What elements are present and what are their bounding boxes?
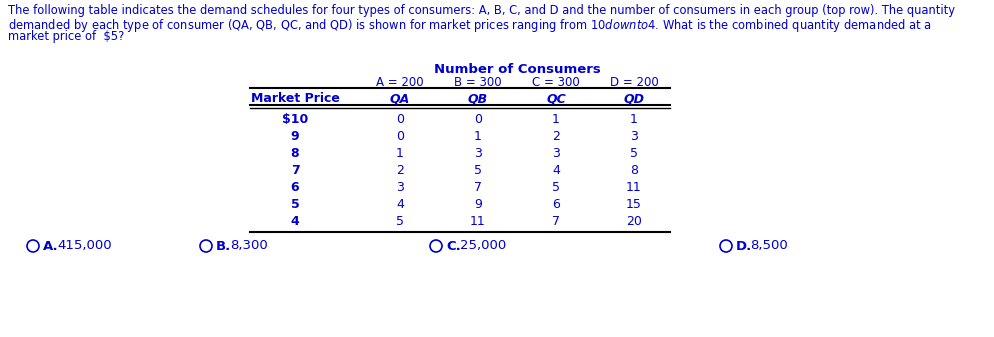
Text: 2: 2 xyxy=(396,164,404,177)
Text: 9: 9 xyxy=(474,198,482,211)
Text: 4: 4 xyxy=(396,198,404,211)
Text: 20: 20 xyxy=(626,215,642,228)
Text: A.: A. xyxy=(43,240,59,252)
Text: 2: 2 xyxy=(552,130,560,143)
Text: 5: 5 xyxy=(474,164,482,177)
Text: A = 200: A = 200 xyxy=(376,76,423,89)
Text: 5: 5 xyxy=(630,147,638,160)
Text: 6: 6 xyxy=(290,181,299,194)
Text: 8,500: 8,500 xyxy=(750,240,788,252)
Text: 7: 7 xyxy=(552,215,560,228)
Text: 3: 3 xyxy=(474,147,482,160)
Text: 0: 0 xyxy=(474,113,482,126)
Text: 5: 5 xyxy=(290,198,299,211)
Text: 7: 7 xyxy=(290,164,299,177)
Text: 3: 3 xyxy=(552,147,560,160)
Text: 5: 5 xyxy=(552,181,560,194)
Text: 1: 1 xyxy=(396,147,404,160)
Text: D.: D. xyxy=(736,240,752,252)
Text: 3: 3 xyxy=(396,181,404,194)
Text: QD: QD xyxy=(623,92,644,105)
Text: $10: $10 xyxy=(282,113,308,126)
Text: 25,000: 25,000 xyxy=(460,240,506,252)
Text: B.: B. xyxy=(216,240,232,252)
Text: Number of Consumers: Number of Consumers xyxy=(433,63,600,76)
Text: 7: 7 xyxy=(474,181,482,194)
Text: C.: C. xyxy=(446,240,461,252)
Text: 0: 0 xyxy=(396,130,404,143)
Text: QA: QA xyxy=(390,92,411,105)
Text: 6: 6 xyxy=(552,198,560,211)
Text: 1: 1 xyxy=(630,113,638,126)
Text: B = 300: B = 300 xyxy=(454,76,502,89)
Text: 1: 1 xyxy=(474,130,482,143)
Text: 5: 5 xyxy=(396,215,404,228)
Text: 8,300: 8,300 xyxy=(230,240,267,252)
Text: QB: QB xyxy=(468,92,488,105)
Text: 415,000: 415,000 xyxy=(57,240,111,252)
Text: 11: 11 xyxy=(626,181,642,194)
Text: The following table indicates the demand schedules for four types of consumers: : The following table indicates the demand… xyxy=(8,4,955,17)
Text: 4: 4 xyxy=(552,164,560,177)
Text: 3: 3 xyxy=(630,130,638,143)
Text: 0: 0 xyxy=(396,113,404,126)
Text: 8: 8 xyxy=(630,164,638,177)
Text: C = 300: C = 300 xyxy=(532,76,580,89)
Text: QC: QC xyxy=(546,92,566,105)
Text: demanded by each type of consumer (QA, QB, QC, and QD) is shown for market price: demanded by each type of consumer (QA, Q… xyxy=(8,17,932,34)
Text: D = 200: D = 200 xyxy=(609,76,658,89)
Text: 4: 4 xyxy=(290,215,299,228)
Text: 1: 1 xyxy=(552,113,560,126)
Text: Market Price: Market Price xyxy=(250,92,339,105)
Text: 8: 8 xyxy=(290,147,299,160)
Text: market price of  $5?: market price of $5? xyxy=(8,30,124,43)
Text: 9: 9 xyxy=(290,130,299,143)
Text: 15: 15 xyxy=(626,198,642,211)
Text: 11: 11 xyxy=(470,215,486,228)
